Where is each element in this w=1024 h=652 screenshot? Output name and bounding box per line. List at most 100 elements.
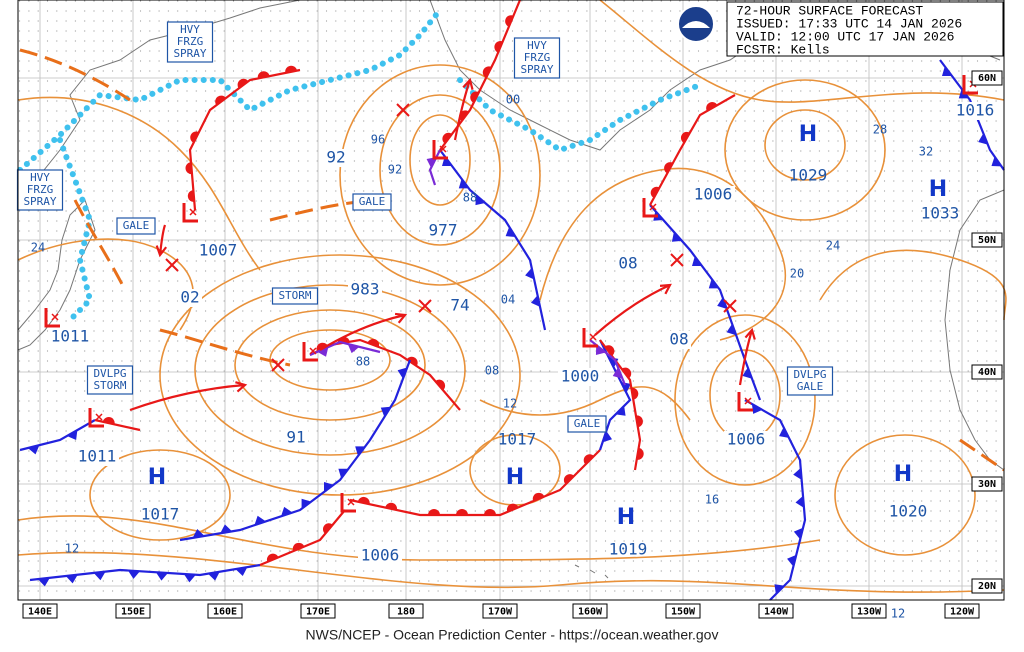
longitude-box: [388, 603, 424, 619]
isobar-label: 08: [485, 364, 499, 378]
low-pressure: 1011: [78, 447, 117, 466]
forecast-x: [396, 103, 410, 117]
warning-text: GALE: [574, 417, 601, 430]
track-arrow: [158, 224, 167, 256]
front-semicircle: [357, 496, 370, 505]
low-x: [589, 333, 597, 341]
track-arrow: [738, 329, 754, 386]
occluded-front: [309, 340, 381, 357]
front-triangle: [653, 210, 664, 221]
low-pressure: 977: [429, 221, 458, 240]
label-halo: [667, 331, 691, 349]
latitude-box: [971, 364, 1003, 380]
warning-box: [567, 415, 607, 433]
front-semicircle: [506, 503, 519, 512]
longitude-label: 170E: [306, 607, 330, 618]
latitude-label: 20N: [978, 581, 996, 592]
front-semicircle: [215, 95, 226, 106]
labels: H 1029 H 1033 H 1017 H 1017 H 1019 H 1020 1007 02 1011…: [16, 21, 997, 621]
longitude-label: 130W: [857, 607, 882, 618]
latitude-label: 40N: [978, 367, 996, 378]
longitude-label: 140W: [764, 607, 789, 618]
front-triangle: [612, 367, 623, 379]
front-semicircle: [631, 387, 639, 400]
low-x: [347, 498, 355, 506]
longitude-label: 150E: [121, 607, 145, 618]
front-triangle: [793, 467, 802, 480]
front-triangle: [525, 267, 535, 280]
low-pressure: 1006: [361, 546, 400, 565]
front-semicircle: [583, 454, 594, 465]
front-triangle: [192, 529, 205, 538]
map-frame: [17, 0, 1005, 601]
front-triangle: [65, 574, 78, 584]
warning-text: HVY: [527, 39, 547, 52]
isobar-label: 92: [388, 163, 402, 177]
front-semicircle: [428, 509, 440, 515]
front-triangle: [779, 427, 789, 438]
front-triangle: [602, 431, 613, 443]
forecast-x: [723, 299, 737, 313]
latitude-label: 60N: [978, 73, 996, 84]
cold-front: [179, 359, 412, 542]
front-triangle: [27, 445, 40, 455]
front-semicircle: [706, 102, 718, 112]
warning-text: SPRAY: [173, 47, 206, 60]
warning-text: SPRAY: [23, 195, 56, 208]
front-triangle: [93, 571, 106, 581]
front-semicircle: [532, 492, 545, 502]
label-halo: [691, 186, 735, 204]
front-triangle: [742, 367, 753, 379]
longitude-box: [851, 603, 887, 619]
header-forecaster: FCSTR: Kells: [736, 42, 830, 57]
longitude-box: [944, 603, 980, 619]
track-arrowhead: [155, 245, 168, 258]
front-semicircle: [563, 474, 575, 485]
low-pressure: 1007: [199, 241, 238, 260]
noaa-logo-bird: [682, 21, 710, 28]
front-triangle: [978, 133, 988, 145]
longitude-box: [300, 603, 336, 619]
latitude-box: [971, 70, 1003, 86]
front-triangle: [530, 295, 541, 307]
low-pressure: 1016: [956, 101, 995, 120]
header-box: [726, 1, 1004, 57]
low-x: [95, 413, 103, 421]
latitude-labels: 60N 50N 40N 30N 20N: [971, 70, 1003, 594]
longitude-label: 180: [397, 607, 415, 618]
longitude-label: 140E: [28, 607, 52, 618]
longitude-box: [207, 603, 243, 619]
warning-box: [513, 37, 561, 79]
front-triangle: [692, 256, 702, 266]
low-pressure: 08: [618, 254, 637, 273]
low-pressure: 1006: [694, 185, 733, 204]
front-semicircle: [604, 345, 615, 357]
front-triangle: [726, 323, 737, 336]
warning-text: GALE: [797, 380, 824, 393]
warning-box: [271, 287, 319, 305]
front-triangle: [751, 403, 763, 414]
label-halo: [324, 149, 348, 167]
high-pressure: 1019: [609, 540, 648, 559]
longitude-labels: 140E 150E 160E 170E 180 170W 160W 150W 140W 130W 1…: [22, 603, 980, 619]
warm-front: [649, 94, 736, 206]
high-symbol: H: [929, 177, 947, 202]
low-pressure: 74: [450, 296, 469, 315]
front-triangle: [774, 584, 785, 595]
front-semicircle: [484, 509, 496, 515]
warning-box: [86, 365, 134, 395]
high-symbol: H: [799, 122, 817, 147]
cold-front: [744, 399, 807, 601]
low-symbol: [182, 203, 198, 223]
front-triangle: [615, 405, 626, 416]
front-triangle: [317, 347, 329, 357]
longitude-label: 170W: [488, 607, 513, 618]
low-centers: [44, 75, 978, 513]
high-pressure: 1017: [141, 505, 180, 524]
front-semicircle: [367, 338, 380, 348]
low-symbol: [962, 75, 978, 95]
label-halo: [558, 368, 602, 386]
label-halo: [178, 289, 202, 307]
warm-front: [94, 418, 141, 432]
low-pressure: 91: [286, 428, 305, 447]
